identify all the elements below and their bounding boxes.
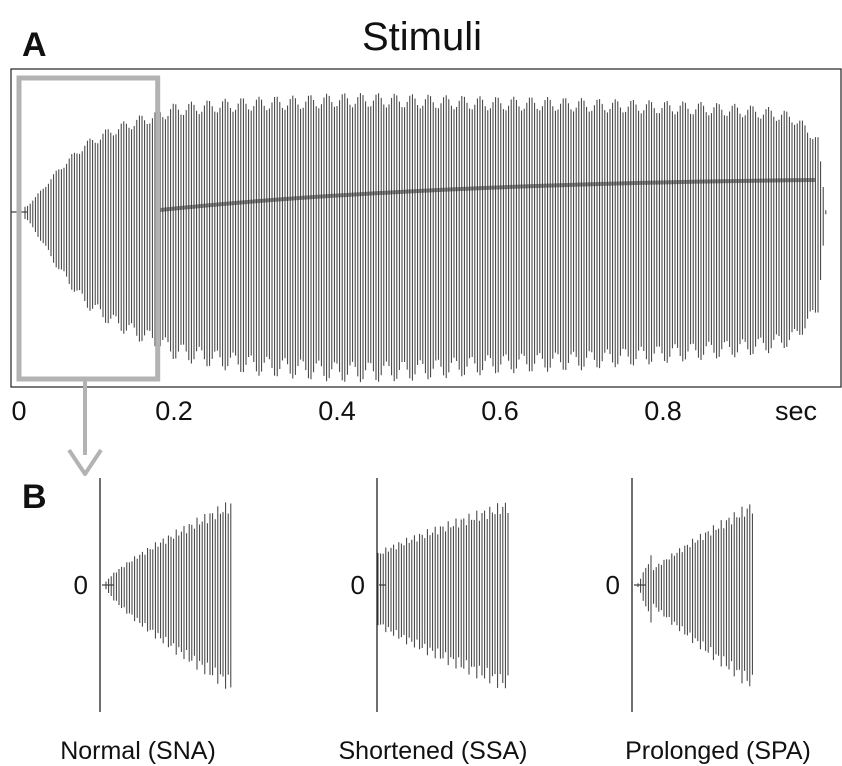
onset-waveform-panel: 0 Normal (SNA): [60, 478, 232, 765]
x-tick-label: 0.2: [155, 396, 193, 426]
onset-waveform-trace: [377, 502, 509, 689]
onset-waveform-panel: 0 Shortened (SSA): [339, 478, 528, 765]
x-axis-tick-labels: 0 0.2 0.4 0.6 0.8 sec: [11, 396, 817, 426]
panel-a-waveform-center-band: [159, 178, 816, 212]
waveform-caption: Normal (SNA): [60, 737, 216, 765]
panel-a-waveform-plot: 0 0.2 0.4 0.6 0.8 sec: [10, 68, 842, 476]
waveform-caption: Prolonged (SPA): [625, 737, 811, 765]
x-tick-label: 0.6: [481, 396, 519, 426]
zero-label: 0: [606, 570, 620, 600]
onset-waveform-trace: [105, 502, 232, 689]
zero-label: 0: [74, 570, 88, 600]
zoom-arrow-head: [67, 448, 103, 476]
panel-a-plot-frame: [10, 68, 842, 388]
x-axis-unit-label: sec: [775, 396, 817, 426]
x-tick-label: 0.4: [318, 396, 356, 426]
panel-b-label: B: [22, 478, 47, 516]
panel-a-label: A: [22, 26, 47, 64]
onset-highlight-box: [16, 75, 161, 382]
x-tick-label: 0: [11, 396, 26, 426]
panel-b-onset-waveforms: 0 Normal (SNA) 0 Shortened (SSA) 0 Prolonged …: [60, 478, 811, 765]
panel-a-waveform: [11, 93, 827, 383]
onset-waveform-panel: 0 Prolonged (SPA): [606, 478, 811, 765]
onset-zoom-arrow: [67, 381, 103, 476]
onset-waveform-trace: [637, 504, 753, 687]
zero-label: 0: [351, 570, 365, 600]
panel-a-waveform-trace: [24, 93, 827, 383]
x-tick-label: 0.8: [644, 396, 682, 426]
waveform-caption: Shortened (SSA): [339, 737, 528, 765]
figure-title: Stimuli: [362, 15, 482, 59]
